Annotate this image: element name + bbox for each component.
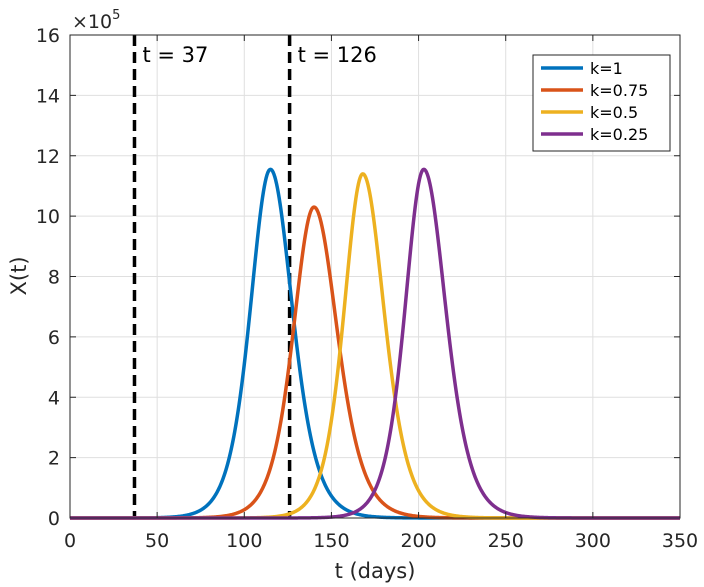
y-tick-label: 16 [36, 25, 60, 47]
y-tick-label: 4 [48, 387, 60, 409]
x-tick-label: 50 [145, 530, 169, 552]
y-axis-label: X(t) [7, 256, 31, 295]
y-tick-label: 2 [48, 448, 60, 470]
y-tick-label: 10 [36, 206, 60, 228]
x-tick-label: 0 [64, 530, 76, 552]
y-tick-label: 8 [48, 267, 60, 289]
y-exponent-power: 5 [112, 8, 120, 23]
y-tick-label: 14 [36, 85, 60, 107]
y-exponent: ×105 [72, 8, 120, 33]
x-tick-label: 300 [575, 530, 611, 552]
x-tick-label: 250 [488, 530, 524, 552]
x-tick-label: 350 [662, 530, 698, 552]
legend-label-2: k=0.5 [590, 103, 638, 122]
y-tick-label: 6 [48, 327, 60, 349]
x-tick-label: 200 [400, 530, 436, 552]
y-tick-label: 0 [48, 508, 60, 530]
legend-label-3: k=0.25 [590, 125, 648, 144]
vline-label-t37: t = 37 [142, 43, 208, 67]
ticks: 0 50 100 150 200 250 300 350 0 2 4 6 8 10 12 14 16 [36, 25, 698, 552]
legend: k=1 k=0.75 k=0.5 k=0.25 [532, 54, 671, 152]
x-tick-label: 150 [313, 530, 349, 552]
legend-label-0: k=1 [590, 59, 623, 78]
legend-label-1: k=0.75 [590, 81, 648, 100]
y-exponent-base: ×10 [72, 11, 112, 33]
x-axis-label: t (days) [335, 559, 416, 583]
y-tick-label: 12 [36, 146, 60, 168]
vline-label-t126: t = 126 [298, 43, 377, 67]
x-tick-label: 100 [226, 530, 262, 552]
